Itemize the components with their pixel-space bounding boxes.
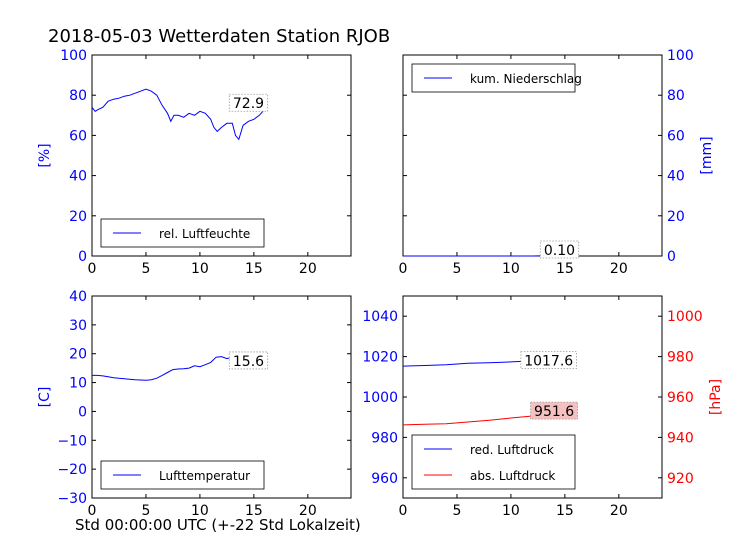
x-tick-label: 15 — [245, 261, 263, 277]
y-tick-label: 60 — [69, 128, 87, 144]
annotation-label: 15.6 — [233, 354, 264, 370]
panel-bottom-left: 0 5 10 15 20 −30 −20 −10 0 10 20 30 40 [C] 15.6 Lufttem… — [37, 289, 352, 519]
x-tick-label: 20 — [610, 503, 628, 519]
y-tick-label: 40 — [69, 289, 87, 305]
y-tick-label: 100 — [667, 48, 694, 64]
y-axis-label: [%] — [37, 143, 53, 167]
annotation-label: 1017.6 — [524, 354, 573, 370]
x-tick-label: 0 — [399, 503, 408, 519]
x-tick-label: 15 — [245, 503, 263, 519]
y-right-tick-label: 1000 — [667, 309, 703, 325]
x-tick-label: 20 — [299, 503, 317, 519]
annotation-box — [228, 351, 269, 370]
x-tick-label: 20 — [610, 261, 628, 277]
y-tick-label: 20 — [69, 347, 87, 363]
panel-bottom-right: 0 5 10 15 20 960 980 1000 1020 1040 920 940 960 980 10… — [362, 295, 724, 519]
y-right-tick-label: 940 — [667, 430, 694, 446]
annotation-label: 72.9 — [233, 96, 264, 112]
x-tick-label: 0 — [88, 503, 97, 519]
x-tick-label: 10 — [191, 261, 209, 277]
x-tick-label: 5 — [452, 503, 461, 519]
y-tick-label: 10 — [69, 376, 87, 392]
y-tick-label: 30 — [69, 318, 87, 334]
y-tick-label: 100 — [60, 48, 87, 64]
x-tick-label: 15 — [556, 261, 574, 277]
annotation-label: 0.10 — [544, 243, 575, 259]
x-tick-label: 0 — [88, 261, 97, 277]
annotation-label: 951.6 — [534, 404, 574, 420]
x-tick-label: 10 — [502, 261, 520, 277]
y-tick-label: 60 — [667, 128, 685, 144]
y-right-tick-label: 960 — [667, 390, 694, 406]
y-tick-label: 0 — [78, 249, 87, 265]
y-tick-label: −30 — [57, 491, 87, 507]
y-tick-label: 80 — [667, 88, 685, 104]
x-tick-label: 10 — [502, 503, 520, 519]
y-tick-label: 20 — [69, 209, 87, 225]
y-right-axis-label: [hPa] — [708, 379, 724, 415]
legend-label: kum. Niederschlag — [470, 72, 582, 86]
y-tick-label: 0 — [667, 249, 676, 265]
annotation-box — [530, 401, 578, 420]
y-tick-label: 960 — [371, 471, 398, 487]
legend-box — [411, 434, 576, 490]
y-right-tick-label: 980 — [667, 350, 694, 366]
panel-top-right: 0 5 10 15 20 0 20 40 60 80 100 [mm] 0.10 kum. Nieders… — [399, 48, 715, 277]
x-tick-label: 15 — [556, 503, 574, 519]
annotation-box — [539, 240, 580, 259]
y-tick-label: 40 — [69, 169, 87, 185]
y-tick-label: 980 — [371, 430, 398, 446]
legend-label: abs. Luftdruck — [470, 469, 555, 483]
y-axis-label: [mm] — [699, 136, 715, 174]
y-tick-label: −10 — [57, 433, 87, 449]
y-tick-label: −20 — [57, 462, 87, 478]
legend-label: red. Luftdruck — [470, 443, 554, 457]
x-axis-label: Std 00:00:00 UTC (+-22 Std Lokalzeit) — [75, 516, 361, 534]
x-tick-label: 5 — [452, 261, 461, 277]
x-tick-label: 20 — [299, 261, 317, 277]
x-tick-label: 5 — [141, 261, 150, 277]
y-tick-label: 0 — [78, 404, 87, 420]
x-tick-label: 5 — [141, 503, 150, 519]
y-tick-label: 1040 — [362, 309, 398, 325]
annotation-box — [520, 351, 577, 370]
y-tick-label: 1000 — [362, 390, 398, 406]
y-axis-label: [C] — [37, 387, 53, 408]
y-tick-label: 1020 — [362, 350, 398, 366]
legend-label: Lufttemperatur — [159, 469, 250, 483]
y-tick-label: 40 — [667, 169, 685, 185]
figure-title: 2018-05-03 Wetterdaten Station RJOB — [48, 26, 391, 47]
series-line — [91, 88, 266, 141]
y-tick-label: 20 — [667, 209, 685, 225]
x-tick-label: 10 — [191, 503, 209, 519]
annotation-box — [228, 93, 269, 112]
panel-top-left: 0 5 10 15 20 0 20 40 60 80 100 [%] 72.9 rel. Luftfeuc… — [37, 48, 352, 277]
y-right-tick-label: 920 — [667, 471, 694, 487]
y-tick-label: 80 — [69, 88, 87, 104]
x-tick-label: 0 — [399, 261, 408, 277]
legend-label: rel. Luftfeuchte — [159, 227, 250, 241]
